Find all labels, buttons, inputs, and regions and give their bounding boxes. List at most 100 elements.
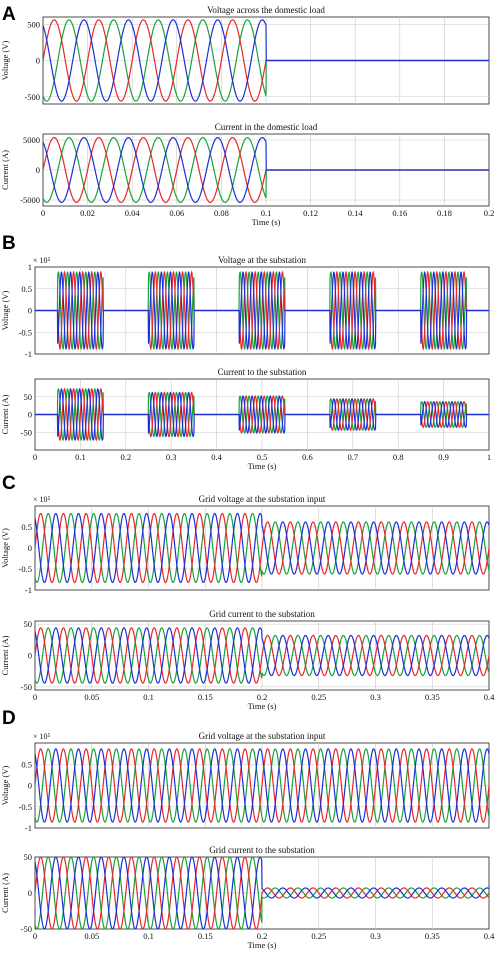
x-tick-label: 0.4 [484, 931, 495, 941]
y-tick-label: -5000 [20, 195, 40, 205]
x-tick-label: 0.3 [370, 931, 381, 941]
x-tick-label: 0.02 [80, 208, 95, 218]
y-axis-label: Voltage (V) [0, 290, 10, 330]
x-tick-label: 0.1 [261, 208, 272, 218]
panel-label-b: B [2, 233, 16, 254]
y-tick-label: -1 [25, 823, 32, 833]
x-tick-label: 0.15 [198, 692, 213, 702]
series-phase-a [35, 627, 489, 684]
plot-title: Voltage at the substation [218, 255, 307, 265]
subplot-1: -500 0 500 Voltage across the domestic load… [0, 5, 490, 105]
x-tick-label: 1 [487, 452, 491, 462]
x-tick-label: 0.35 [425, 692, 440, 702]
x-tick-label: 0.25 [311, 931, 326, 941]
x-tick-label: 0.2 [484, 208, 495, 218]
subplot-3: -1 -0.5 0 0.5 1 Voltage at the substation Volt… [0, 255, 490, 359]
y-axis-label: Current (A) [0, 873, 10, 913]
x-tick-label: 0.14 [348, 208, 364, 218]
x-tick-label: 0.7 [347, 452, 358, 462]
x-tick-label: 0.15 [198, 931, 213, 941]
plot-title: Voltage across the domestic load [207, 5, 325, 15]
y-tick-label: 50 [24, 852, 33, 862]
x-tick-label: 0.9 [438, 452, 449, 462]
series-phase-b [35, 748, 489, 823]
x-axis-label: Time (s) [252, 217, 281, 227]
series-phase-c [43, 19, 489, 102]
subplot-7: -1 -0.5 0 0.5 Grid voltage at the substation… [0, 731, 490, 833]
x-tick-label: 0.1 [143, 931, 154, 941]
y-axis-label: Current (A) [0, 635, 10, 675]
series-phase-c [43, 136, 489, 204]
series-phase-a [35, 512, 489, 584]
y-tick-label: 0.5 [21, 759, 32, 769]
traces [35, 270, 489, 351]
series-phase-a [35, 857, 489, 929]
y-tick-label: 0.5 [21, 522, 32, 532]
y-tick-label: -1 [25, 585, 32, 595]
series-phase-c [35, 748, 489, 823]
series-phase-c [35, 627, 489, 684]
y-tick-label: 0 [36, 56, 40, 66]
x-tick-label: 0.04 [125, 208, 141, 218]
y-tick-label: 0 [28, 781, 32, 791]
panel-label-d: D [2, 708, 16, 729]
series-phase-c [35, 388, 489, 441]
y-tick-label: -0.5 [19, 327, 32, 337]
traces [35, 387, 489, 442]
panel-label-a: A [2, 4, 16, 25]
x-tick-label: 0 [33, 931, 37, 941]
y-tick-label: 0 [28, 651, 32, 661]
traces [35, 512, 489, 584]
traces [35, 857, 489, 929]
x-axis-label: Time (s) [248, 940, 277, 950]
y-tick-label: -1 [25, 349, 32, 359]
y-tick-label: 50 [24, 392, 33, 402]
y-tick-label: 0 [36, 165, 40, 175]
x-tick-label: 0 [33, 692, 37, 702]
x-tick-label: 0.2 [257, 692, 268, 702]
y-tick-label: -0.5 [19, 802, 32, 812]
subplot-4: -50 0 50 0 0.1 0.2 0.3 0.4 0.5 0.6 0.7 0.8 0.9 1 Curre… [0, 367, 491, 471]
y-tick-label: 50 [24, 619, 33, 629]
x-tick-label: 0.3 [370, 692, 381, 702]
x-tick-label: 0.18 [437, 208, 452, 218]
y-tick-label: -50 [21, 427, 32, 437]
x-tick-label: 0 [33, 452, 37, 462]
x-tick-label: 0.4 [484, 692, 495, 702]
plot-title: Grid current to the substation [209, 845, 315, 855]
series-phase-c [35, 857, 489, 929]
y-axis-label: Voltage (V) [0, 528, 10, 568]
plot-title: Current in the domestic load [215, 122, 318, 132]
plot-title: Current to the substation [218, 367, 307, 377]
y-tick-label: 0 [28, 410, 32, 420]
y-exponent-label: × 10⁵ [33, 256, 51, 265]
y-tick-label: 1 [28, 262, 32, 272]
x-tick-label: 0.05 [84, 931, 99, 941]
plot-title: Grid voltage at the substation input [199, 731, 326, 741]
y-axis-label: Current (A) [0, 150, 10, 190]
traces [35, 748, 489, 823]
y-axis-label: Current (A) [0, 394, 10, 434]
y-tick-label: -50 [21, 924, 32, 934]
y-tick-label: 500 [27, 19, 40, 29]
x-tick-label: 0.5 [257, 452, 268, 462]
x-tick-label: 0.2 [120, 452, 131, 462]
traces [43, 19, 489, 102]
series-phase-a [35, 748, 489, 823]
y-exponent-label: × 10⁵ [33, 495, 51, 504]
y-tick-label: 0 [28, 543, 32, 553]
x-tick-label: 0.8 [393, 452, 404, 462]
y-tick-label: 0 [28, 306, 32, 316]
x-axis-label: Time (s) [248, 701, 277, 711]
plot-title: Grid voltage at the substation input [199, 494, 326, 504]
y-tick-label: -500 [24, 92, 40, 102]
y-axis-label: Voltage (V) [0, 765, 10, 805]
x-tick-label: 0.05 [84, 692, 99, 702]
panel-label-c: C [2, 473, 16, 494]
plot-title: Grid current to the substation [209, 609, 315, 619]
x-tick-label: 0.16 [392, 208, 407, 218]
